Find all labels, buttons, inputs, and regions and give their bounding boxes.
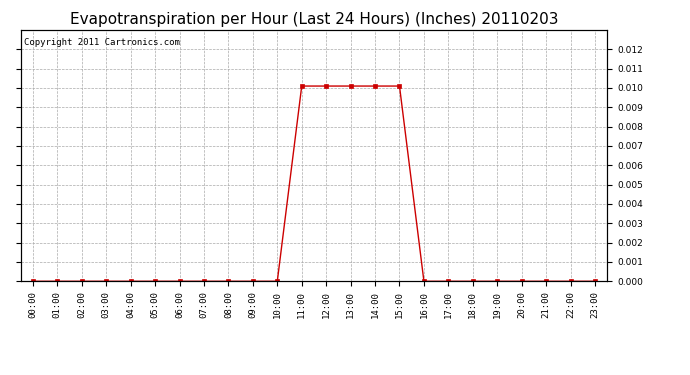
Text: Copyright 2011 Cartronics.com: Copyright 2011 Cartronics.com <box>23 38 179 46</box>
Title: Evapotranspiration per Hour (Last 24 Hours) (Inches) 20110203: Evapotranspiration per Hour (Last 24 Hou… <box>70 12 558 27</box>
